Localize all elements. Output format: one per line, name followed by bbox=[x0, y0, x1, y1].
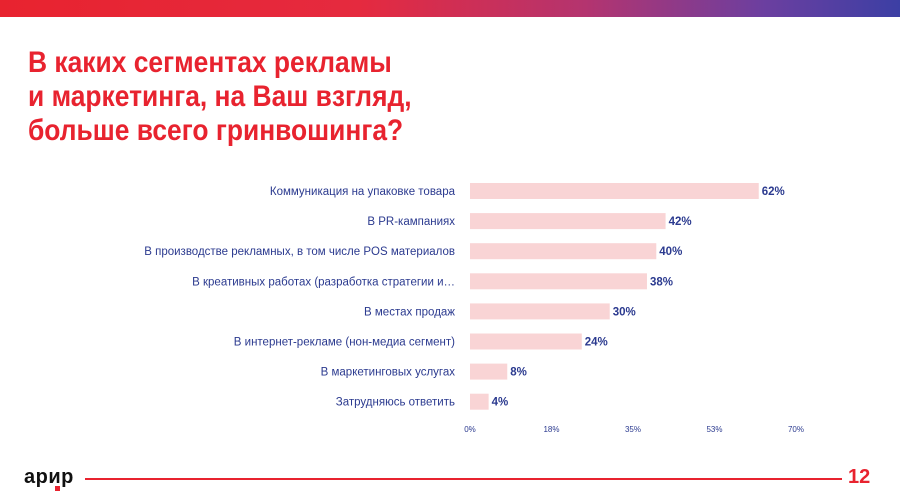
data-label: 24% bbox=[585, 337, 608, 349]
data-label: 4% bbox=[492, 397, 509, 409]
bar-4 bbox=[470, 273, 647, 290]
category-label: В интернет-рекламе (нон-медиа сегмент) bbox=[234, 337, 455, 349]
data-label: 38% bbox=[650, 276, 673, 288]
x-tick-label: 0% bbox=[464, 425, 476, 434]
data-label: 8% bbox=[510, 367, 527, 379]
brand-logo: арир bbox=[24, 466, 74, 491]
logo-dot-icon bbox=[55, 486, 60, 491]
title-line-3: больше всего гринвошинга? bbox=[28, 114, 404, 147]
bar-3 bbox=[470, 243, 657, 260]
title-line-1: В каких сегментах рекламы bbox=[28, 46, 392, 79]
logo-text: арир bbox=[24, 466, 74, 488]
bar-1 bbox=[470, 183, 759, 199]
bar-6 bbox=[470, 333, 582, 350]
page-number: 12 bbox=[848, 466, 871, 488]
category-label: В местах продаж bbox=[364, 306, 455, 318]
title-line-2: и маркетинга, на Ваш взгляд, bbox=[28, 80, 412, 113]
bar-8 bbox=[470, 393, 489, 410]
x-tick-label: 70% bbox=[788, 425, 804, 434]
footer-divider bbox=[85, 478, 842, 480]
bar-7 bbox=[470, 363, 508, 380]
top-gradient-bar bbox=[0, 0, 900, 17]
x-tick-label: 53% bbox=[706, 425, 722, 434]
slide-title: В каких сегментах рекламы и маркетинга, … bbox=[28, 46, 521, 148]
category-label: В маркетинговых услугах bbox=[321, 367, 456, 379]
category-label: В производстве рекламных, в том числе PO… bbox=[144, 246, 455, 258]
category-label: В PR-кампаниях bbox=[367, 216, 455, 228]
category-label: В креативных работах (разработка стратег… bbox=[192, 276, 455, 288]
data-label: 42% bbox=[669, 216, 692, 228]
data-label: 40% bbox=[659, 246, 682, 258]
category-label: Затрудняюсь ответить bbox=[336, 397, 455, 409]
bar-2 bbox=[470, 213, 666, 230]
data-label: 62% bbox=[762, 186, 785, 198]
data-label: 30% bbox=[613, 306, 636, 318]
x-tick-label: 18% bbox=[543, 425, 559, 434]
bar-chart: Коммуникация на упаковке товара 62% В PR-к… bbox=[144, 183, 804, 434]
category-label: Коммуникация на упаковке товара bbox=[270, 186, 456, 198]
x-tick-label: 35% bbox=[625, 425, 641, 434]
bar-5 bbox=[470, 303, 610, 320]
